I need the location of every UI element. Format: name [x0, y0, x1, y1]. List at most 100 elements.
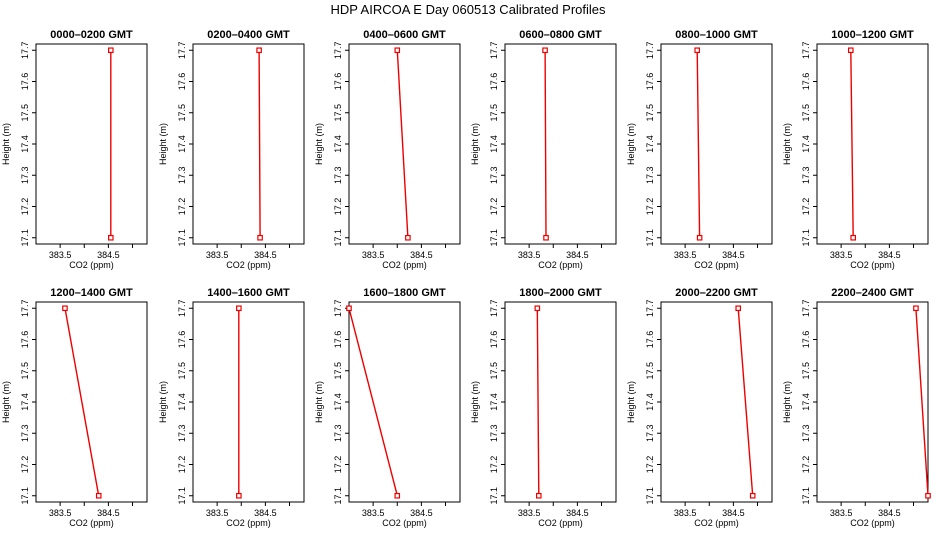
y-tick-label: 17.3 — [20, 166, 30, 184]
y-tick-label: 17.6 — [333, 73, 343, 91]
y-tick-label: 17.7 — [645, 299, 655, 317]
y-tick-label: 17.7 — [489, 41, 499, 59]
data-point — [257, 234, 263, 241]
y-axis-label: Height (m) — [158, 381, 168, 423]
y-axis-label: Height (m) — [1, 381, 11, 423]
y-tick-label: 17.4 — [177, 135, 187, 153]
y-tick-label: 17.2 — [333, 456, 343, 474]
y-tick-label: 17.2 — [489, 456, 499, 474]
y-tick-label: 17.1 — [645, 229, 655, 247]
y-tick-label: 17.2 — [489, 198, 499, 216]
series-line — [396, 50, 409, 238]
plot-frame — [816, 301, 929, 503]
x-axis-label: CO2 (ppm) — [69, 518, 114, 528]
plot-frame — [348, 301, 461, 503]
data-point — [925, 492, 931, 499]
y-axis-label: Height (m) — [314, 123, 324, 165]
panel-title: 0600–0800 GMT — [519, 29, 602, 41]
x-axis-label: CO2 (ppm) — [850, 260, 895, 270]
series-line — [258, 50, 261, 238]
y-tick-label: 17.5 — [645, 362, 655, 380]
y-tick-label: 17.6 — [801, 331, 811, 349]
data-point — [847, 47, 854, 54]
main-title: HDP AIRCOA E Day 060513 Calibrated Profi… — [330, 2, 606, 17]
y-tick-label: 17.6 — [20, 331, 30, 349]
y-axis-label: Height (m) — [1, 123, 11, 165]
y-tick-label: 17.3 — [801, 166, 811, 184]
x-tick-label: 384.5 — [566, 250, 589, 260]
data-point — [236, 492, 242, 499]
y-tick-label: 17.5 — [20, 362, 30, 380]
y-tick-label: 17.1 — [801, 487, 811, 505]
data-point — [913, 305, 919, 312]
y-tick-label: 17.5 — [20, 104, 30, 122]
x-axis-label: CO2 (ppm) — [850, 518, 895, 528]
panel-title: 0000–0200 GMT — [50, 29, 133, 41]
data-point — [62, 305, 68, 312]
data-point — [346, 305, 352, 312]
x-axis-label: CO2 (ppm) — [226, 260, 271, 270]
x-tick-label: 383.5 — [518, 250, 541, 260]
panel-title: 1200–1400 GMT — [50, 287, 133, 299]
x-tick-label: 383.5 — [674, 250, 697, 260]
y-tick-label: 17.4 — [20, 393, 30, 411]
y-tick-label: 17.6 — [333, 331, 343, 349]
y-tick-label: 17.2 — [801, 198, 811, 216]
x-tick-label: 383.5 — [830, 250, 853, 260]
y-tick-label: 17.1 — [333, 229, 343, 247]
y-tick-label: 17.2 — [177, 456, 187, 474]
y-tick-label: 17.4 — [801, 393, 811, 411]
y-tick-label: 17.1 — [489, 487, 499, 505]
plot-frame — [504, 43, 617, 245]
series-line — [696, 50, 701, 238]
data-point — [256, 47, 262, 54]
panel-title: 2000–2200 GMT — [675, 287, 758, 299]
y-axis-label: Height (m) — [782, 123, 792, 165]
x-tick-label: 384.5 — [410, 250, 433, 260]
y-tick-label: 17.3 — [645, 424, 655, 442]
y-tick-label: 17.2 — [20, 198, 30, 216]
x-axis-label: CO2 (ppm) — [538, 260, 583, 270]
y-tick-label: 17.7 — [177, 41, 187, 59]
y-tick-label: 17.3 — [177, 166, 187, 184]
x-axis-label: CO2 (ppm) — [382, 518, 427, 528]
y-tick-label: 17.5 — [333, 362, 343, 380]
y-tick-label: 17.3 — [20, 424, 30, 442]
x-tick-label: 384.5 — [254, 508, 277, 518]
y-axis-label: Height (m) — [470, 123, 480, 165]
x-tick-label: 384.5 — [97, 250, 120, 260]
x-axis-label: CO2 (ppm) — [694, 260, 739, 270]
y-tick-label: 17.3 — [645, 166, 655, 184]
y-axis-label: Height (m) — [470, 381, 480, 423]
y-tick-label: 17.6 — [177, 331, 187, 349]
data-point — [534, 305, 541, 312]
y-tick-label: 17.4 — [645, 135, 655, 153]
panel-title: 1600–1800 GMT — [363, 287, 446, 299]
y-tick-label: 17.1 — [645, 487, 655, 505]
y-tick-label: 17.7 — [333, 299, 343, 317]
x-tick-label: 384.5 — [878, 508, 901, 518]
plot-frame — [816, 43, 929, 245]
y-tick-label: 17.4 — [20, 135, 30, 153]
y-axis-label: Height (m) — [158, 123, 168, 165]
y-tick-label: 17.3 — [489, 166, 499, 184]
series-line — [64, 308, 100, 496]
data-point — [405, 234, 411, 241]
y-tick-label: 17.1 — [20, 487, 30, 505]
y-tick-label: 17.2 — [177, 198, 187, 216]
data-point — [95, 492, 102, 499]
panel-title: 0400–0600 GMT — [363, 29, 446, 41]
y-tick-label: 17.2 — [645, 198, 655, 216]
y-tick-label: 17.2 — [801, 456, 811, 474]
x-tick-label: 384.5 — [97, 508, 120, 518]
x-tick-label: 383.5 — [362, 250, 385, 260]
y-tick-label: 17.4 — [645, 393, 655, 411]
y-tick-label: 17.6 — [489, 73, 499, 91]
